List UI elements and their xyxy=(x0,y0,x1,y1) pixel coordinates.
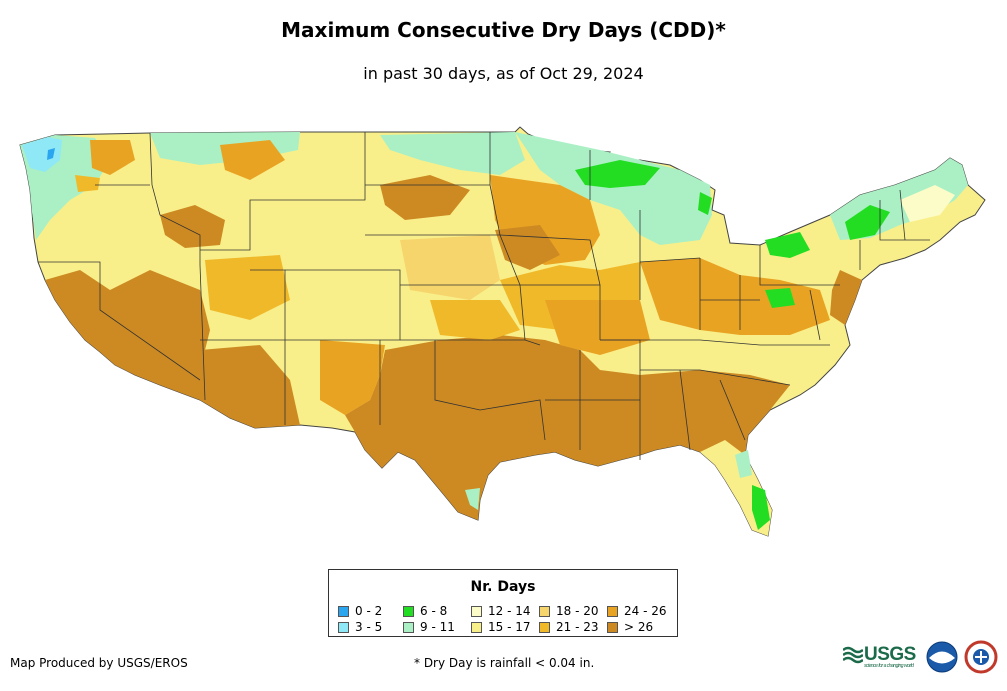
legend-item: 15 - 17 xyxy=(471,620,531,634)
legend-item: 3 - 5 xyxy=(338,620,382,634)
legend-swatch xyxy=(539,606,550,617)
legend-swatch xyxy=(607,622,618,633)
agency-logos: USGS science for a changing world xyxy=(843,640,1007,674)
nws-logo-icon xyxy=(964,640,998,674)
dry-day-note: * Dry Day is rainfall < 0.04 in. xyxy=(414,656,595,670)
legend-title: Nr. Days xyxy=(470,579,536,595)
usgs-wave-icon xyxy=(843,646,863,664)
legend-item: 6 - 8 xyxy=(403,604,447,618)
usgs-tagline: science for a changing world xyxy=(864,663,914,669)
legend-swatch xyxy=(403,622,414,633)
legend-label: 3 - 5 xyxy=(355,620,383,634)
usgs-logo: USGS science for a changing world xyxy=(864,644,916,669)
map-subtitle: in past 30 days, as of Oct 29, 2024 xyxy=(363,64,644,83)
legend-swatch xyxy=(403,606,414,617)
legend-item: 0 - 2 xyxy=(338,604,382,618)
legend-swatch xyxy=(539,622,550,633)
map-title: Maximum Consecutive Dry Days (CDD)* xyxy=(281,18,726,42)
legend-item: 18 - 20 xyxy=(539,604,599,618)
legend-label: > 26 xyxy=(624,620,654,634)
legend-swatch xyxy=(471,622,482,633)
state-boundaries xyxy=(38,132,930,460)
legend-item: > 26 xyxy=(607,620,653,634)
legend: Nr. Days 0 - 2 3 - 5 6 - 8 9 - 11 12 - 1… xyxy=(328,569,678,637)
legend-label: 21 - 23 xyxy=(556,620,599,634)
legend-label: 24 - 26 xyxy=(624,604,667,618)
legend-swatch xyxy=(471,606,482,617)
legend-label: 12 - 14 xyxy=(488,604,531,618)
legend-item: 9 - 11 xyxy=(403,620,455,634)
legend-item: 12 - 14 xyxy=(471,604,531,618)
legend-item: 24 - 26 xyxy=(607,604,667,618)
credit-text: Map Produced by USGS/EROS xyxy=(10,656,188,670)
legend-swatch xyxy=(607,606,618,617)
noaa-logo-icon xyxy=(926,641,958,673)
legend-label: 9 - 11 xyxy=(420,620,455,634)
legend-label: 15 - 17 xyxy=(488,620,531,634)
legend-swatch xyxy=(338,622,349,633)
legend-item: 21 - 23 xyxy=(539,620,599,634)
legend-label: 6 - 8 xyxy=(420,604,448,618)
legend-swatch xyxy=(338,606,349,617)
usgs-logo-text: USGS xyxy=(864,644,916,665)
legend-label: 0 - 2 xyxy=(355,604,383,618)
legend-label: 18 - 20 xyxy=(556,604,599,618)
